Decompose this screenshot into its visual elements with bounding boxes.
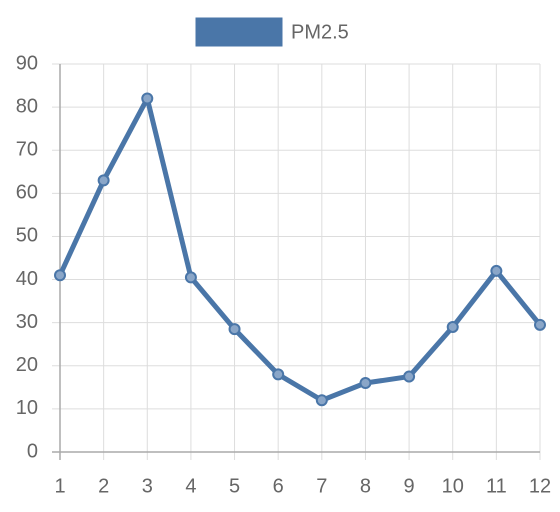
x-tick-label: 7 bbox=[316, 475, 327, 497]
x-tick-label: 8 bbox=[360, 475, 371, 497]
y-tick-label: 30 bbox=[16, 311, 38, 333]
x-tick-label: 3 bbox=[142, 475, 153, 497]
x-tick-label: 4 bbox=[185, 475, 196, 497]
data-point bbox=[446, 320, 459, 333]
x-tick-label: 1 bbox=[54, 475, 65, 497]
y-tick-label: 90 bbox=[16, 52, 38, 74]
x-tick-label: 9 bbox=[404, 475, 415, 497]
x-tick-label: 12 bbox=[529, 475, 551, 497]
x-tick-label: 5 bbox=[229, 475, 240, 497]
data-point bbox=[315, 394, 328, 407]
data-point bbox=[228, 323, 241, 336]
data-point bbox=[54, 269, 66, 282]
x-tick-label: 10 bbox=[442, 475, 464, 497]
x-tick-label: 6 bbox=[273, 475, 284, 497]
data-point bbox=[141, 92, 154, 105]
data-point bbox=[97, 174, 110, 187]
legend-label: PM2.5 bbox=[291, 21, 349, 43]
data-point bbox=[184, 271, 197, 284]
y-tick-label: 20 bbox=[16, 354, 38, 376]
data-point bbox=[272, 368, 285, 381]
y-tick-label: 60 bbox=[16, 182, 38, 204]
x-tick-label: 2 bbox=[98, 475, 109, 497]
y-tick-label: 10 bbox=[16, 397, 38, 419]
data-point bbox=[534, 318, 546, 331]
y-tick-label: 50 bbox=[16, 225, 38, 247]
y-tick-label: 80 bbox=[16, 95, 38, 117]
legend: PM2.5 bbox=[195, 17, 349, 47]
legend-swatch bbox=[195, 17, 283, 47]
series-line bbox=[57, 95, 542, 403]
y-tick-label: 40 bbox=[16, 268, 38, 290]
data-point bbox=[403, 370, 416, 383]
x-tick-label: 11 bbox=[486, 475, 507, 497]
y-tick-label: 0 bbox=[27, 440, 38, 462]
data-point bbox=[490, 264, 503, 277]
data-point bbox=[359, 377, 372, 390]
y-tick-label: 70 bbox=[16, 139, 38, 161]
